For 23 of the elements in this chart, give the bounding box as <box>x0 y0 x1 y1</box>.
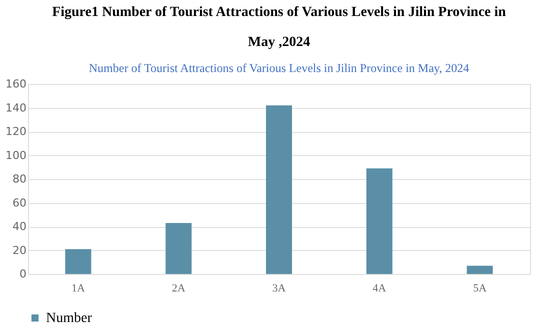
text: May ,2024 <box>248 35 310 50</box>
x-tick-label: 2A <box>172 282 186 294</box>
bar <box>166 222 192 274</box>
bar <box>65 249 92 274</box>
x-tick-label: 4A <box>372 282 386 294</box>
chart-subtitle: Number of Tourist Attractions of Various Levels in Jilin Province in May, 2024 <box>88 61 470 75</box>
bar <box>266 105 292 274</box>
y-tick-label: 120 <box>6 125 26 138</box>
y-tick-label: 40 <box>12 220 26 233</box>
y-tick-label: 0 <box>20 268 26 280</box>
y-tick-label: 20 <box>12 244 26 257</box>
legend-label: Number <box>46 311 92 326</box>
y-tick-label: 140 <box>6 101 26 114</box>
y-tick-label: 60 <box>12 196 26 210</box>
y-tick-label: 160 <box>6 78 26 90</box>
text: Figure1 Number of Tourist Attractions of Various Levels in Jilin Province in <box>52 5 506 20</box>
x-tick-label: 5A <box>473 282 487 294</box>
x-tick-label: 1A <box>71 282 85 294</box>
x-tick-label: 3A <box>272 282 286 294</box>
bar <box>366 168 392 274</box>
y-tick-label: 80 <box>12 172 26 186</box>
y-tick-label: 100 <box>6 148 26 162</box>
bar <box>466 266 493 274</box>
